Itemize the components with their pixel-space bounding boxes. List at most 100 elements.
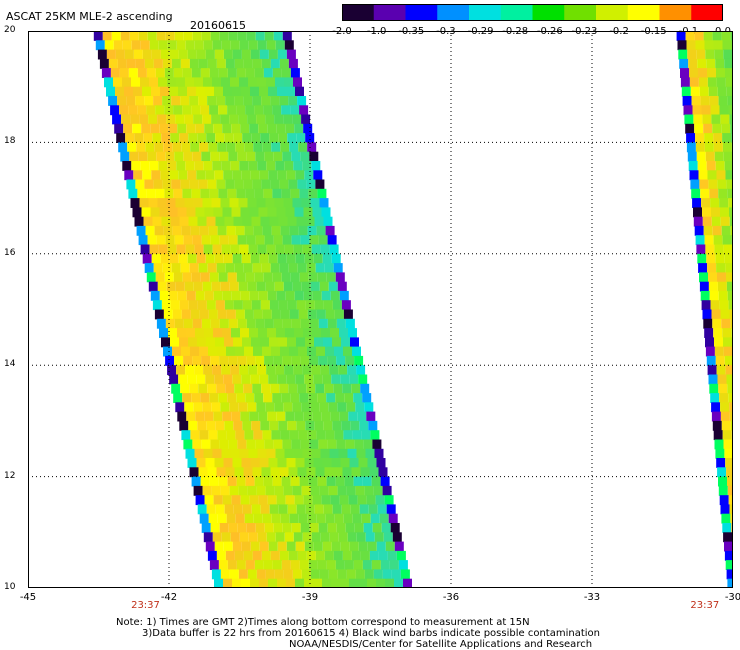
- swath-cell: [183, 235, 193, 246]
- swath-cell: [233, 420, 243, 431]
- swath-cell: [130, 114, 140, 125]
- swath-cell: [719, 393, 729, 403]
- swath-cell: [207, 263, 217, 273]
- swath-cell: [222, 411, 232, 422]
- swath-cell: [106, 86, 115, 97]
- swath-cell: [168, 123, 178, 134]
- swath-cell: [248, 77, 257, 88]
- swath-cell: [291, 151, 301, 162]
- swath-cell: [226, 346, 235, 357]
- swath-cell: [240, 123, 250, 134]
- swath-cell: [204, 328, 213, 338]
- swath-cell: [250, 170, 260, 181]
- swath-cell: [305, 133, 315, 143]
- swath-cell: [207, 467, 217, 478]
- swath-cell: [146, 68, 156, 78]
- swath-cell: [126, 58, 136, 69]
- swath-cell: [134, 216, 144, 227]
- swath-cell: [282, 31, 292, 41]
- swath-cell: [252, 96, 262, 106]
- swath-cell: [133, 49, 143, 60]
- swath-cell: [716, 77, 726, 88]
- swath-cell: [294, 411, 304, 422]
- swath-cell: [718, 485, 728, 496]
- swath-cell: [205, 253, 215, 264]
- swath-cell: [214, 49, 224, 60]
- swath-cell: [368, 504, 378, 515]
- swath-cell: [716, 68, 725, 78]
- swath-cell: [154, 225, 164, 236]
- swath-cell: [707, 170, 717, 181]
- swath-cell: [376, 541, 386, 552]
- swath-cell: [279, 263, 289, 273]
- swath-cell: [221, 77, 230, 88]
- swath-cell: [721, 420, 731, 431]
- swath-cell: [724, 355, 733, 366]
- colorbar-segment: [437, 4, 470, 21]
- swath-cell: [693, 207, 702, 218]
- swath-cell: [205, 170, 215, 181]
- swath-cell: [340, 458, 350, 468]
- swath-cell: [304, 458, 314, 468]
- swath-cell: [254, 272, 264, 283]
- swath-cell: [318, 355, 328, 366]
- swath-cell: [205, 458, 215, 468]
- swath-cell: [336, 439, 346, 450]
- swath-cell: [327, 235, 337, 246]
- swath-cell: [170, 300, 180, 311]
- swath-cell: [707, 68, 716, 78]
- swath-cell: [711, 207, 720, 218]
- swath-cell: [268, 458, 278, 468]
- swath-cell: [270, 96, 280, 106]
- swath-cell: [311, 161, 321, 171]
- swath-cell: [710, 105, 720, 116]
- swath-cell: [203, 532, 213, 543]
- swath-cell: [104, 40, 114, 51]
- swath-cell: [155, 188, 165, 199]
- swath-cell: [122, 40, 132, 51]
- swath-cell: [228, 439, 238, 450]
- swath-cell: [163, 225, 173, 236]
- swath-cell: [272, 393, 282, 403]
- swath-cell: [179, 133, 189, 143]
- swath-cell: [290, 105, 300, 116]
- swath-cell: [333, 263, 343, 273]
- colorbar-segment: [532, 4, 565, 21]
- swath-cell: [120, 31, 130, 41]
- swath-cell: [317, 560, 327, 570]
- swath-cell: [184, 198, 194, 208]
- swath-cell: [156, 235, 166, 246]
- swath-cell: [307, 430, 317, 441]
- swath-cell: [311, 365, 321, 376]
- swath-cell: [730, 420, 733, 431]
- swath-cell: [216, 383, 226, 394]
- swath-cell: [688, 58, 698, 69]
- swath-cell: [265, 198, 275, 208]
- swath-cell: [268, 374, 278, 385]
- swath-cell: [259, 578, 268, 588]
- swath-cell: [697, 161, 707, 171]
- swath-cell: [266, 448, 276, 459]
- swath-cell: [140, 161, 150, 171]
- swath-cell: [313, 170, 323, 181]
- swath-cell: [725, 68, 733, 78]
- swath-cell: [253, 346, 262, 357]
- swath-cell: [248, 161, 258, 171]
- swath-cell: [343, 346, 352, 357]
- swath-cell: [248, 244, 258, 255]
- swath-cell: [225, 467, 235, 478]
- swath-cell: [150, 290, 160, 301]
- swath-cell: [208, 142, 218, 153]
- swath-cell: [219, 151, 229, 162]
- swath-cell: [170, 216, 180, 227]
- swath-cell: [183, 439, 193, 450]
- swath-cell: [249, 123, 259, 134]
- swath-cell: [349, 374, 359, 385]
- swath-cell: [304, 541, 314, 552]
- swath-cell: [305, 216, 315, 227]
- swath-cell: [367, 578, 376, 588]
- swath-cell: [295, 458, 305, 468]
- swath-cell: [224, 216, 234, 227]
- latitude-label: 12: [4, 470, 16, 481]
- swath-cell: [315, 550, 325, 561]
